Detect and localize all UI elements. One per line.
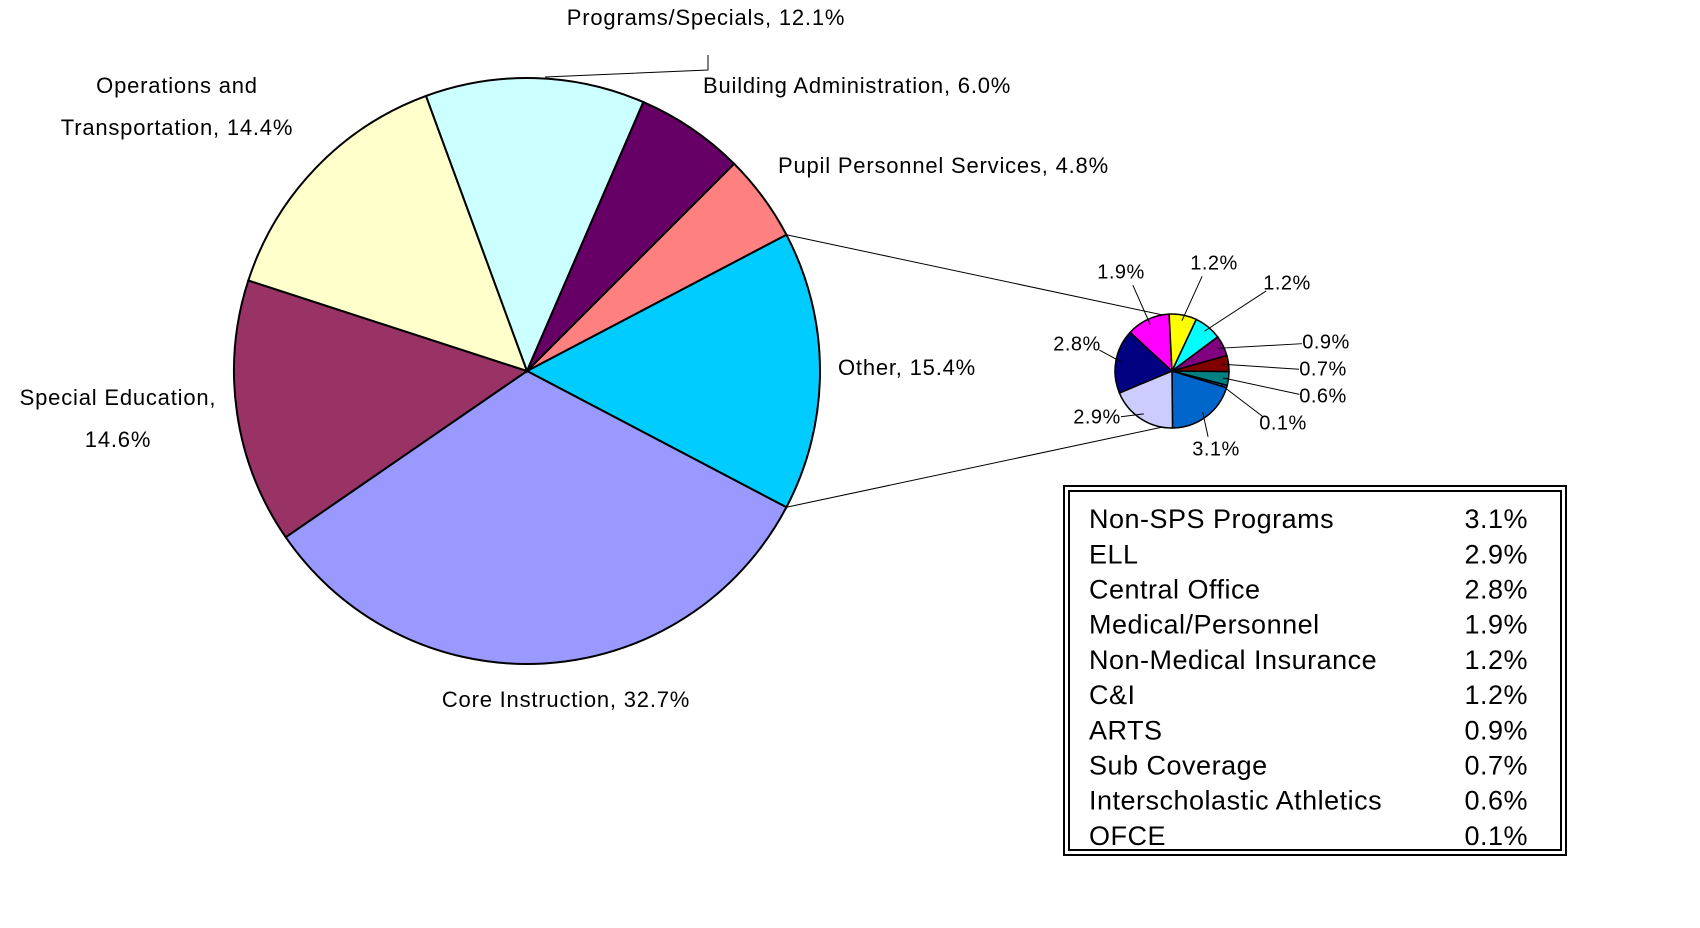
label-leader [1217,343,1303,349]
label-leader [1099,349,1122,363]
slice-label: Special Education, 14.6% [19,385,217,452]
table-value: 0.6% [1464,786,1528,816]
secondary-slice-label: 2.9% [1073,406,1121,428]
secondary-slice-label: 0.9% [1302,331,1350,353]
slice-label: Building Administration, 6.0% [703,73,1012,98]
slice-label: Pupil Personnel Services, 4.8% [778,153,1109,178]
table-name: Non-Medical Insurance [1089,645,1377,675]
connector-line [786,426,1163,508]
label-leader [1221,384,1264,417]
table-value: 1.9% [1464,610,1528,640]
connector-line [786,234,1163,316]
slice-label: Operations and Transportation, 14.4% [60,73,294,140]
pie-slice [1171,370,1229,389]
table-value: 1.2% [1464,680,1528,710]
slice-label: Core Instruction, 32.7% [441,687,691,712]
table-value: 1.2% [1464,645,1528,675]
leader-line [544,55,709,78]
table-name: Central Office [1089,575,1261,605]
label-leader [1222,377,1300,395]
table-border [1063,485,1567,856]
table-name: C&I [1089,680,1136,710]
pie-slice [524,233,821,509]
pie-slice [284,369,788,665]
secondary-slice-label: 2.8% [1053,333,1101,355]
slice-label: Other, 15.4% [838,355,977,380]
label-leader [1202,411,1209,437]
label-leader [1132,284,1151,325]
table-name: Non-SPS Programs [1089,504,1334,534]
label-leader [1222,363,1300,370]
label-leader [1181,275,1203,321]
table-value: 2.8% [1464,575,1528,605]
pie-slice [1171,369,1228,429]
table-name: Medical/Personnel [1089,610,1320,640]
label-leader [1204,290,1267,332]
table-value: 0.9% [1464,715,1528,745]
pie-slice [1114,331,1174,395]
table-name: ARTS [1089,715,1163,745]
secondary-slice-label: 1.2% [1190,252,1238,274]
table-value: 3.1% [1464,504,1528,534]
table-value: 0.1% [1464,821,1528,851]
table-name: ELL [1089,539,1139,569]
secondary-slice-label: 0.1% [1259,412,1307,434]
pie-slice [1118,369,1174,429]
table-name: Sub Coverage [1089,751,1268,781]
secondary-slice-label: 1.9% [1097,261,1145,283]
secondary-slice-label: 0.7% [1299,358,1347,380]
slice-label: Programs/Specials, 12.1% [566,5,846,30]
table-name: Interscholastic Athletics [1089,786,1382,816]
pie-slice [424,77,645,374]
table-value: 2.9% [1464,539,1528,569]
table-border-inner [1068,490,1562,851]
secondary-slice-label: 0.6% [1299,385,1347,407]
pie-slice [233,279,530,539]
secondary-slice-label: 3.1% [1192,438,1240,460]
table-value: 0.7% [1464,751,1528,781]
pie-slice [526,162,788,372]
table-name: OFCE [1089,821,1166,851]
label-leader [1120,413,1144,418]
secondary-slice-label: 1.2% [1263,272,1311,294]
pie-slice [247,94,529,373]
